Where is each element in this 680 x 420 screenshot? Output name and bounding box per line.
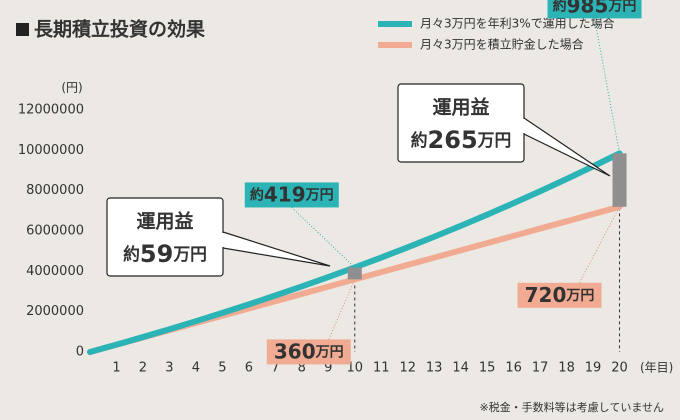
x-tick-label: 16 (505, 361, 522, 376)
y-tick-label: 2000000 (26, 304, 84, 319)
callout-title: 運用益 (432, 96, 489, 119)
footnote: ※税金・手数料等は考慮していません (479, 400, 664, 414)
x-tick-label: 3 (165, 361, 173, 376)
gain-bar (612, 153, 627, 207)
value-label-box (266, 339, 351, 365)
x-tick-label: 9 (324, 361, 332, 376)
x-tick-label: 12 (399, 361, 416, 376)
x-tick-label: 18 (558, 361, 575, 376)
x-tick-label: 20 (611, 361, 628, 376)
value-label-box (244, 182, 339, 208)
y-tick-label: 12000000 (18, 103, 84, 118)
gain-bar (347, 267, 362, 280)
x-tick-label: 15 (479, 361, 496, 376)
x-tick-label: 19 (585, 361, 602, 376)
y-tick-label: 4000000 (26, 264, 84, 279)
value-label-box (517, 282, 602, 308)
chart-title: 長期積立投資の効果 (34, 18, 205, 41)
value-label: 約419万円 (250, 182, 334, 206)
y-unit: (円) (61, 81, 82, 95)
x-tick-label: 14 (452, 361, 469, 376)
callout-cover (221, 233, 224, 247)
leader-line (291, 207, 356, 268)
x-tick-label: 2 (139, 361, 147, 376)
x-tick-label: 11 (373, 361, 390, 376)
x-tick-label: 13 (426, 361, 443, 376)
x-tick-label: 5 (218, 361, 226, 376)
x-tick-label: 7 (271, 361, 279, 376)
value-label-box (547, 0, 642, 19)
x-tick-label: 1 (112, 361, 120, 376)
value-label: 360万円 (274, 339, 344, 363)
y-tick-label: 10000000 (18, 143, 84, 158)
y-tick-label: 6000000 (26, 224, 84, 239)
y-tick-label: 0 (76, 345, 84, 360)
legend-label: 月々3万円を積立貯金した場合 (420, 37, 584, 52)
series-line (87, 150, 623, 355)
callout-text: 約265万円 (411, 126, 511, 154)
callout-cover (522, 119, 525, 133)
x-unit: (年目) (640, 361, 673, 375)
leader-line (579, 206, 620, 284)
leader-line (328, 279, 356, 340)
title-square (16, 23, 29, 36)
x-tick-label: 8 (298, 361, 306, 376)
y-tick-label: 8000000 (26, 183, 84, 198)
callout-title: 運用益 (136, 210, 193, 233)
leader-line (594, 18, 621, 154)
legend-label: 月々3万円を年利3%で運用した場合 (420, 16, 615, 31)
callout-text: 約59万円 (123, 240, 207, 268)
x-tick-label: 4 (192, 361, 200, 376)
x-tick-label: 6 (245, 361, 253, 376)
value-label: 約985万円 (553, 0, 637, 17)
x-tick-label: 17 (532, 361, 549, 376)
value-label: 720万円 (525, 282, 595, 306)
